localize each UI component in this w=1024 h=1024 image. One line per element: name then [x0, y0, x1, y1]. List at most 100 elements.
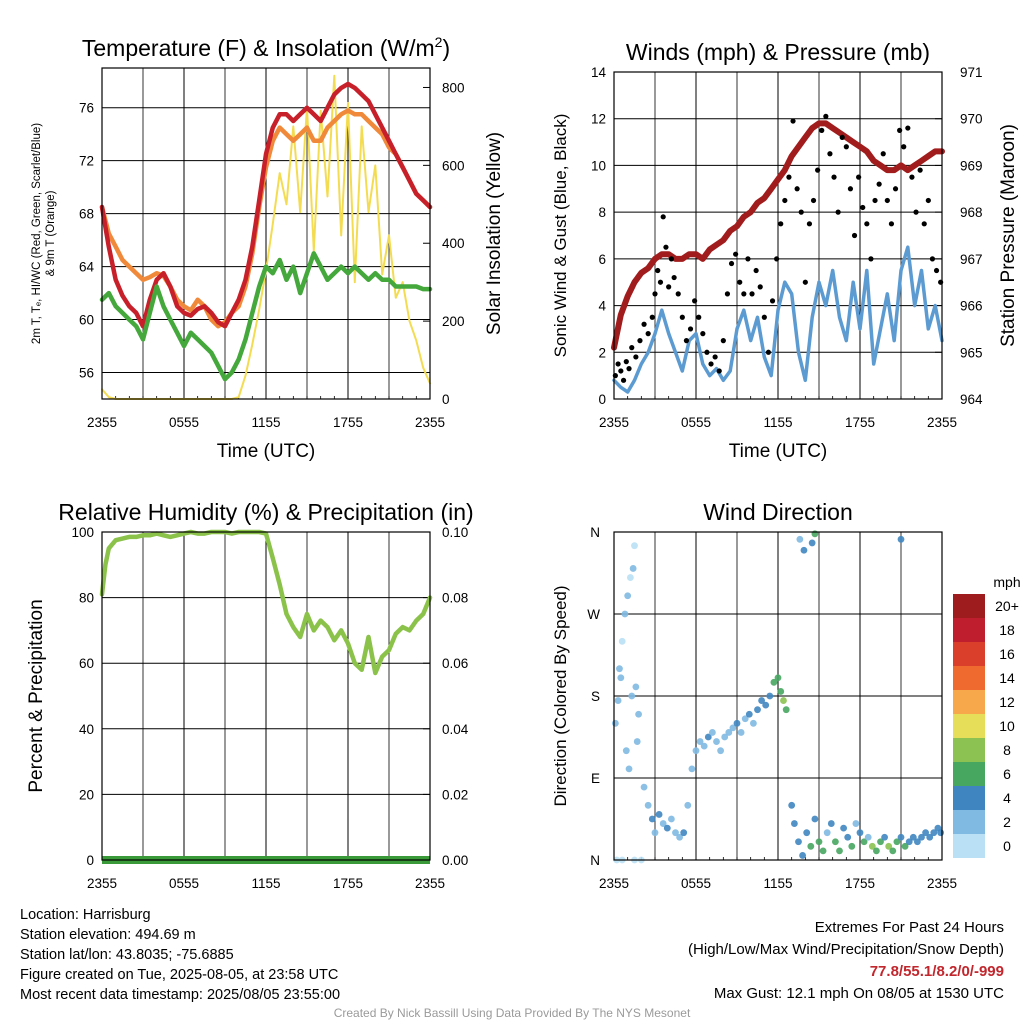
gust-point — [905, 125, 911, 131]
direction-point — [808, 539, 816, 547]
gust-point — [660, 214, 666, 220]
gust-point — [649, 314, 655, 320]
gust-point — [641, 321, 647, 327]
gust-point — [655, 267, 661, 274]
y-tick-label: 0 — [86, 853, 94, 868]
colorbar-label: 4 — [1003, 790, 1011, 806]
y-tick-label: 14 — [591, 65, 607, 80]
direction-point — [819, 847, 827, 855]
y-tick-label: 4 — [598, 299, 606, 314]
gust-point — [615, 361, 621, 367]
colorbar-label: 16 — [999, 646, 1015, 662]
colorbar-title: mph — [993, 574, 1020, 590]
direction-point — [897, 535, 905, 543]
direction-point — [640, 783, 648, 791]
x-tick-label: 1155 — [251, 876, 280, 891]
direction-point — [651, 829, 659, 837]
direction-point — [754, 706, 761, 714]
gust-point — [733, 251, 739, 257]
y2-tick-label: 969 — [960, 158, 983, 173]
plot-frame — [101, 67, 431, 400]
gust-point — [802, 279, 808, 285]
gust-point — [741, 291, 747, 297]
gust-point — [769, 298, 776, 304]
panel-4: Wind Direction 2355 0555 1155 1755 2355 N E S W N D… — [551, 499, 1021, 891]
y2-tick-label: 965 — [960, 345, 983, 360]
gust-point — [757, 284, 763, 290]
location-text: Location: Harrisburg — [20, 907, 151, 923]
gust-point — [675, 291, 681, 297]
direction-point — [799, 852, 806, 859]
direction-point — [611, 719, 619, 727]
max-gust-text: Max Gust: 12.1 mph On 08/05 at 1530 UTC — [713, 985, 1004, 1002]
gust-point — [671, 274, 677, 281]
direction-point — [617, 674, 625, 682]
y-axis-label: 2m T, Tₑ, HI/WC (Red, Green, Scarlet/Blu… — [31, 123, 57, 344]
y-tick-label: 68 — [79, 207, 94, 222]
gust-point — [745, 256, 751, 262]
x-tick-label: 1755 — [845, 876, 875, 891]
y2-tick-label: 971 — [960, 65, 983, 80]
direction-point — [627, 574, 634, 581]
y2-tick-label: 0.04 — [442, 722, 469, 737]
y-tick-label: N — [590, 853, 600, 868]
direction-point — [823, 829, 831, 837]
direction-point — [624, 592, 632, 600]
gust-point — [917, 167, 923, 173]
direction-point — [930, 829, 938, 837]
gust-point — [913, 209, 919, 215]
colorbar-swatch — [953, 594, 985, 618]
direction-point — [762, 701, 770, 709]
x-tick-label: 1155 — [763, 415, 792, 430]
y-axis-label: Percent & Precipitation — [26, 599, 47, 792]
gust-point — [888, 221, 895, 227]
x-tick-label: 1755 — [333, 876, 363, 891]
x-tick-label: 2355 — [927, 415, 957, 430]
gust-point — [668, 256, 675, 262]
x-tick-label: 0555 — [681, 876, 711, 891]
latlon-text: Station lat/lon: 43.8035; -75.6885 — [20, 947, 234, 963]
colorbar-swatch — [953, 642, 985, 666]
colorbar-label: 20+ — [995, 598, 1019, 614]
direction-point — [780, 697, 787, 704]
direction-point — [629, 565, 637, 572]
extremes-title: Extremes For Past 24 Hours — [814, 919, 1004, 936]
gust-point — [683, 338, 690, 344]
series-t2m — [99, 81, 433, 329]
direction-point — [885, 842, 893, 850]
gust-point — [765, 349, 772, 355]
colorbar-label: 6 — [1003, 766, 1011, 782]
direction-point — [782, 706, 790, 714]
colorbar-swatch — [953, 738, 985, 762]
direction-point — [848, 842, 856, 850]
gust-point — [753, 267, 759, 274]
direction-point — [914, 838, 921, 846]
gust-point — [637, 338, 643, 344]
colorbar-swatch — [953, 786, 985, 810]
colorbar-swatch — [953, 834, 985, 858]
direction-point — [901, 842, 909, 850]
direction-point — [725, 729, 733, 736]
x-tick-label: 2355 — [927, 876, 957, 891]
direction-point — [721, 733, 729, 741]
gust-point — [831, 174, 837, 180]
gust-point — [692, 298, 698, 304]
gust-point — [892, 186, 899, 192]
colorbar-label: 18 — [999, 622, 1015, 638]
direction-point — [836, 847, 843, 855]
series-wind — [612, 245, 944, 394]
y2-tick-label: 0.02 — [442, 787, 468, 802]
gust-point — [633, 354, 639, 360]
colorbar-label: 2 — [1003, 814, 1011, 830]
x-tick-label: 2355 — [87, 876, 117, 891]
direction-point — [774, 674, 782, 682]
colorbar-swatch — [953, 618, 985, 642]
gust-point — [724, 291, 731, 297]
gust-point — [806, 221, 813, 227]
gust-point — [835, 209, 841, 215]
gust-point — [782, 197, 788, 204]
colorbar: mph 20+ 18 16 14 12 10 8 6 4 2 0 — [953, 574, 1021, 858]
gust-point — [712, 354, 718, 360]
gust-point — [872, 197, 878, 204]
x-tick-label: 0555 — [169, 415, 199, 430]
